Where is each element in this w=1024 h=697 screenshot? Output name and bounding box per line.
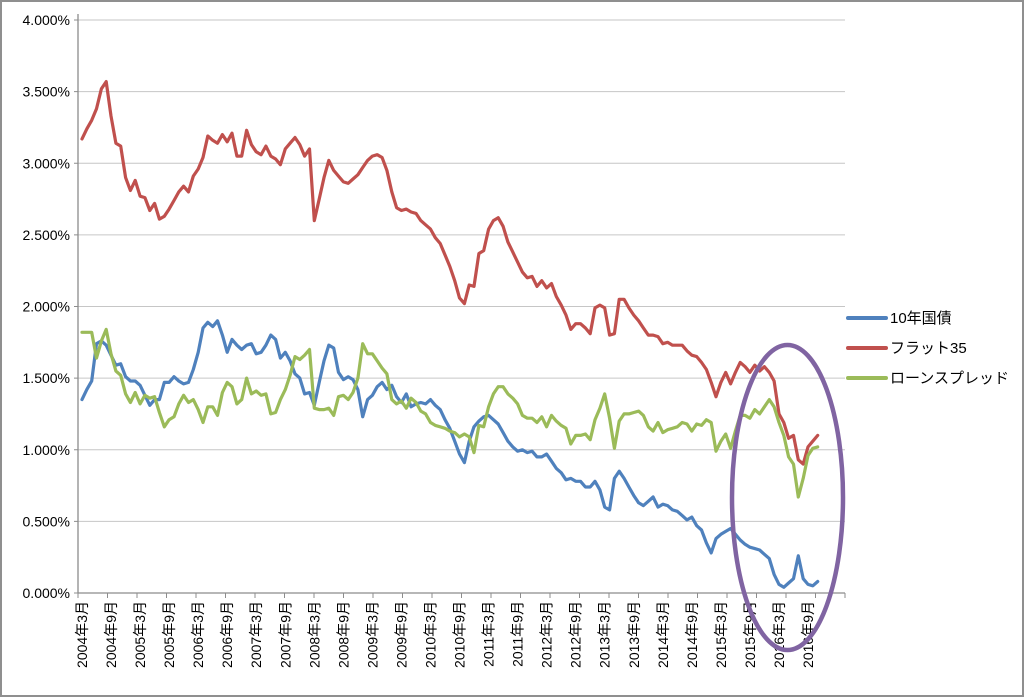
legend-label: フラット35: [890, 340, 967, 357]
y-axis-tick-label: 3.500%: [23, 84, 70, 100]
y-axis-tick-label: 1.000%: [23, 442, 70, 458]
gridlines: [74, 19, 845, 594]
legend-item: 10年国債: [846, 310, 952, 327]
x-axis-tick-label: 2016年3月: [771, 601, 787, 668]
x-axis-tick-label: 2005年3月: [132, 601, 148, 668]
y-axis-tick-label: 1.500%: [23, 370, 70, 386]
series-line-jgb-10y: [80, 319, 820, 589]
x-axis-tick-label: 2007年3月: [248, 601, 264, 668]
legend-item: フラット35: [846, 340, 967, 357]
x-axis-tick-label: 2014年9月: [684, 601, 700, 668]
x-axis-tick-label: 2007年9月: [277, 601, 293, 668]
y-axis-tick-label: 0.500%: [23, 513, 70, 529]
y-axis-tick-label: 3.000%: [23, 155, 70, 171]
x-axis-tick-label: 2008年9月: [335, 601, 351, 668]
series-lines: [80, 79, 820, 589]
x-axis-tick-label: 2005年9月: [161, 601, 177, 668]
x-axis-tick-label: 2004年3月: [74, 601, 90, 668]
x-axis-tick-label: 2015年3月: [713, 601, 729, 668]
x-axis-tick-label: 2011年9月: [510, 601, 526, 667]
legend-label: ローンスプレッド: [890, 370, 1009, 387]
x-axis-tick-label: 2010年9月: [452, 601, 468, 668]
y-axis-tick-label: 2.500%: [23, 227, 70, 243]
x-axis-tick-label: 2008年3月: [306, 601, 322, 668]
x-axis-tick-label: 2009年9月: [393, 601, 409, 668]
y-axis-tick-label: 2.000%: [23, 299, 70, 315]
x-axis-tick-label: 2004年9月: [103, 601, 119, 668]
x-axis-labels: 2004年3月 2004年9月 2005年3月 2005年9月 2006年3月 2006年…: [74, 601, 816, 668]
x-axis-tick-label: 2006年9月: [219, 601, 235, 668]
series-line-loan-spread: [80, 327, 820, 499]
legend-item: ローンスプレッド: [846, 370, 1009, 387]
x-axis-tick-label: 2006年3月: [190, 601, 206, 668]
x-axis-tick-label: 2010年3月: [422, 601, 438, 668]
x-axis-tick-label: 2013年3月: [597, 601, 613, 668]
x-axis-tick-label: 2012年9月: [568, 601, 584, 668]
y-axis-tick-label: 4.000%: [23, 12, 70, 28]
y-axis-labels: 4.000% 3.500% 3.000% 2.500% 2.000% 1.500% 1.00…: [23, 12, 70, 601]
x-axis-tick-label: 2012年3月: [539, 601, 555, 668]
highlight-ellipse-annotation: [729, 342, 846, 653]
x-axis-tick-label: 2013年9月: [626, 601, 642, 668]
x-axis-tick-label: 2016年9月: [800, 601, 816, 668]
x-axis-tick-label: 2011年3月: [481, 601, 497, 667]
series-line-flat35: [80, 79, 820, 466]
legend-label: 10年国債: [890, 310, 952, 327]
y-axis-tick-label: 0.000%: [23, 585, 70, 601]
x-axis-tick-label: 2009年3月: [364, 601, 380, 668]
x-axis-tick-label: 2014年3月: [655, 601, 671, 668]
axes: [77, 14, 846, 598]
